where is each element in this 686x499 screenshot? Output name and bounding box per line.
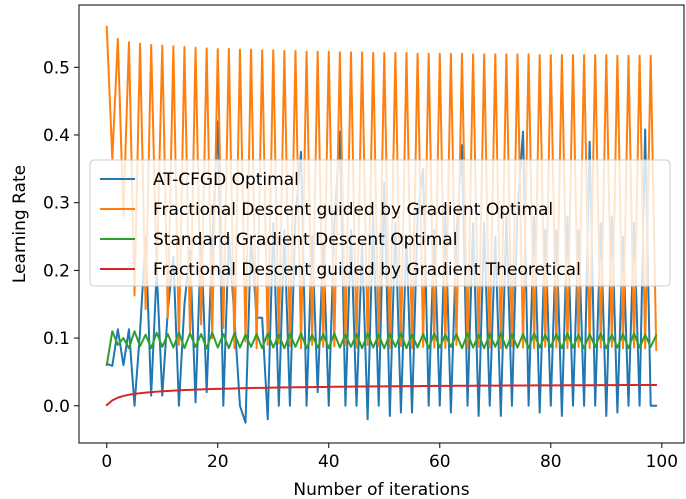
y-tick-label: 0.3: [43, 194, 70, 214]
legend-entry-label: Fractional Descent guided by Gradient Op…: [153, 200, 553, 220]
axes-frame: [78, 4, 685, 444]
x-tick-label: 100: [646, 452, 678, 472]
legend-box: [89, 159, 671, 287]
y-tick-label: 0.0: [43, 397, 70, 417]
series-line-1: [105, 120, 658, 424]
y-axis-label: Learning Rate: [10, 165, 30, 283]
x-tick-label: 80: [540, 452, 562, 472]
series-line-3: [105, 330, 658, 367]
y-axis-ticks: 0.0 0.1 0.2 0.3 0.4 0.5: [43, 58, 79, 417]
x-tick-label: 20: [207, 452, 229, 472]
x-tick-label: 40: [318, 452, 340, 472]
legend-entry-label: Standard Gradient Descent Optimal: [153, 230, 457, 250]
y-tick-label: 0.1: [43, 329, 70, 349]
y-tick-label: 0.5: [43, 58, 70, 78]
y-tick-label: 0.2: [43, 261, 70, 281]
legend-entry-label: Fractional Descent guided by Gradient Th…: [153, 260, 581, 280]
legend: AT-CFGD Optimal Fractional Descent guided…: [89, 159, 671, 287]
y-tick-label: 0.4: [43, 126, 70, 146]
legend-entry-label: AT-CFGD Optimal: [153, 170, 299, 190]
x-tick-label: 60: [429, 452, 451, 472]
x-tick-label: 0: [101, 452, 112, 472]
x-axis-ticks: 0 20 40 60 80 100: [101, 443, 678, 472]
x-axis-label: Number of iterations: [293, 480, 469, 499]
series-line-4: [105, 383, 658, 407]
